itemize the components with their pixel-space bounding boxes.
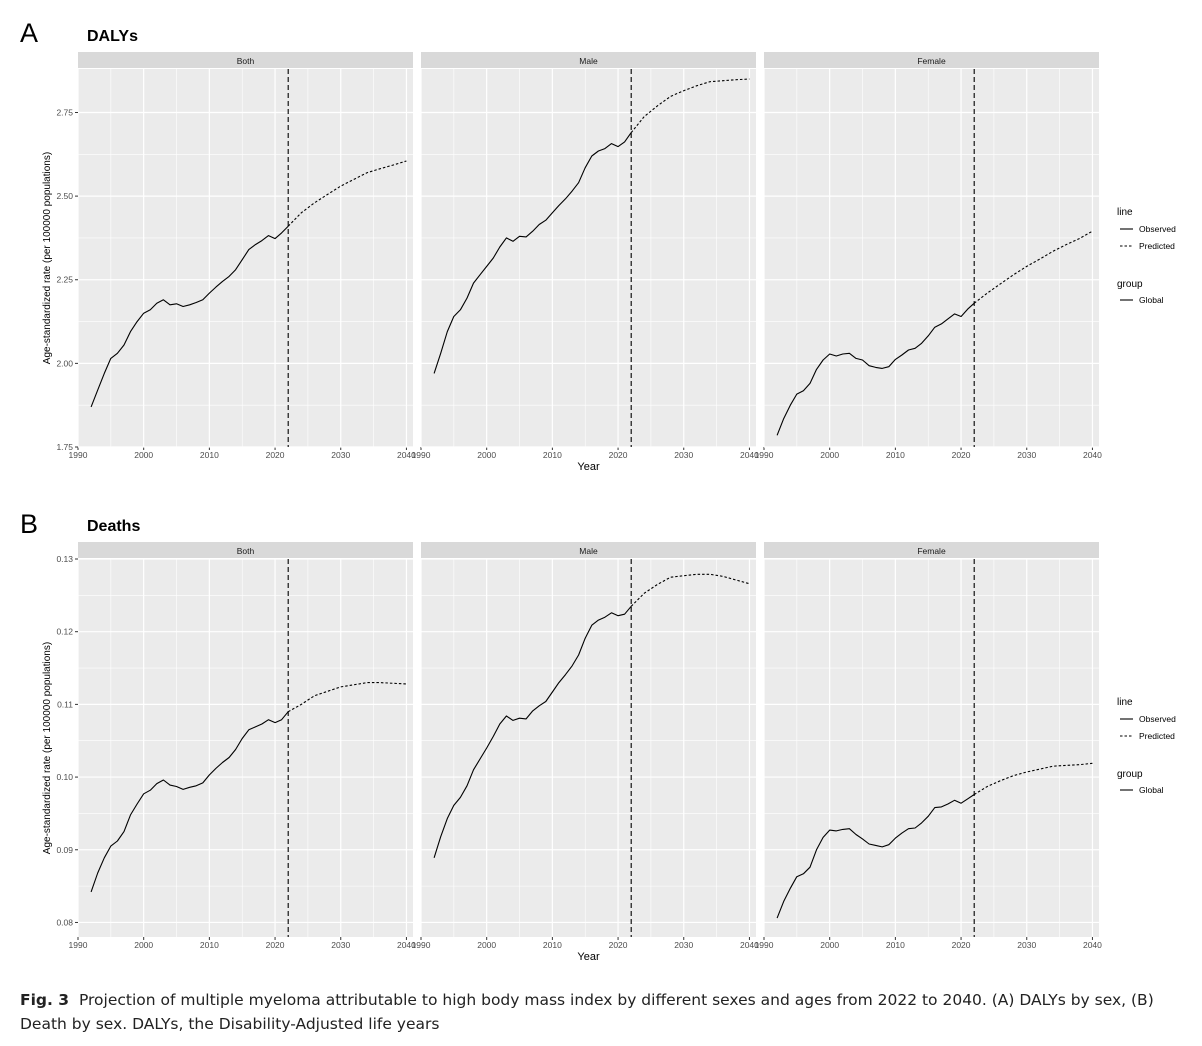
facet-strip-female — [764, 52, 1099, 68]
x-tick-label: 2040 — [397, 450, 416, 460]
x-tick-label: 1990 — [755, 940, 774, 950]
x-tick-label: 1990 — [69, 940, 88, 950]
x-tick-label: 2000 — [477, 450, 496, 460]
facet-label-both: Both — [237, 56, 255, 66]
legend-label-observed: Observed — [1139, 224, 1176, 234]
facet-strip-female — [764, 542, 1099, 558]
x-tick-label: 2030 — [331, 940, 350, 950]
panel-background-both — [78, 69, 413, 447]
panel-title: DALYs — [87, 28, 138, 45]
panel-background-both — [78, 559, 413, 937]
panel-letter: B — [20, 509, 38, 539]
x-tick-label: 2000 — [820, 940, 839, 950]
predicted-line-female — [973, 762, 1093, 795]
observed-line-female — [776, 302, 975, 436]
y-tick-label: 2.75 — [56, 107, 73, 117]
y-tick-label: 0.11 — [57, 699, 73, 709]
x-axis-title: Year — [577, 461, 600, 473]
facet-label-both: Both — [237, 546, 255, 556]
x-tick-label: 2010 — [200, 450, 219, 460]
x-tick-label: 2020 — [266, 450, 285, 460]
x-tick-label: 2010 — [886, 450, 905, 460]
legend-label-observed: Observed — [1139, 714, 1176, 724]
legend-label-global: Global — [1139, 785, 1164, 795]
observed-line-male — [433, 605, 632, 858]
facet-strip-male — [421, 542, 756, 558]
y-tick-label: 0.12 — [56, 627, 73, 637]
x-tick-label: 2040 — [740, 940, 759, 950]
y-axis-title: Age-standardized rate (per 100000 popula… — [42, 152, 53, 364]
legend-title-line: line — [1117, 697, 1133, 708]
panel-title: Deaths — [87, 518, 140, 535]
panel-background-female — [764, 559, 1099, 937]
y-tick-label: 2.25 — [56, 275, 73, 285]
x-tick-label: 2040 — [1083, 450, 1102, 460]
predicted-line-female — [973, 230, 1093, 304]
x-tick-label: 2030 — [674, 940, 693, 950]
observed-line-female — [776, 794, 975, 919]
x-tick-label: 2020 — [952, 940, 971, 950]
predicted-line-male — [630, 573, 750, 607]
x-tick-label: 2010 — [543, 450, 562, 460]
x-tick-label: 2020 — [266, 940, 285, 950]
caption-text: Projection of multiple myeloma attributa… — [20, 991, 1154, 1033]
panel-background-female — [764, 69, 1099, 447]
x-tick-label: 2000 — [820, 450, 839, 460]
x-tick-label: 2020 — [609, 940, 628, 950]
x-tick-label: 2040 — [1083, 940, 1102, 950]
predicted-line-both — [287, 160, 407, 227]
x-tick-label: 2020 — [609, 450, 628, 460]
panel-background-male — [421, 69, 756, 447]
x-tick-label: 2020 — [952, 450, 971, 460]
predicted-line-male — [630, 78, 750, 133]
figure: A DALYs Both 1990 2000 2010 2020 2030 2040 Male 19… — [20, 18, 1176, 963]
x-tick-label: 2030 — [1017, 450, 1036, 460]
x-tick-label: 2010 — [543, 940, 562, 950]
y-axis-title: Age-standardized rate (per 100000 popula… — [42, 642, 53, 854]
x-tick-label: 2030 — [674, 450, 693, 460]
x-tick-label: 2000 — [134, 450, 153, 460]
x-tick-label: 2030 — [1017, 940, 1036, 950]
legend-label-predicted: Predicted — [1139, 731, 1175, 741]
facet-strip-both — [78, 52, 413, 68]
panel-background-male — [421, 559, 756, 937]
observed-line-male — [433, 132, 632, 374]
facet-label-female: Female — [917, 546, 946, 556]
x-tick-label: 2030 — [331, 450, 350, 460]
y-tick-label: 2.00 — [56, 358, 73, 368]
legend-title-group: group — [1117, 279, 1143, 290]
x-tick-label: 1990 — [755, 450, 774, 460]
facet-label-male: Male — [579, 56, 598, 66]
facet-label-female: Female — [917, 56, 946, 66]
y-tick-label: 0.10 — [56, 772, 73, 782]
y-tick-label: 0.09 — [56, 845, 73, 855]
observed-line-both — [90, 225, 289, 408]
x-tick-label: 1990 — [412, 940, 431, 950]
predicted-line-both — [287, 682, 407, 713]
caption-label: Fig. 3 — [20, 991, 70, 1009]
x-tick-label: 2040 — [397, 940, 416, 950]
legend-title-line: line — [1117, 207, 1133, 218]
x-tick-label: 2000 — [477, 940, 496, 950]
x-tick-label: 2010 — [200, 940, 219, 950]
y-tick-label: 0.08 — [56, 917, 73, 927]
legend-title-group: group — [1117, 769, 1143, 780]
y-tick-label: 1.75 — [56, 442, 73, 452]
y-tick-label: 0.13 — [56, 554, 73, 564]
y-tick-label: 2.50 — [56, 191, 73, 201]
x-tick-label: 1990 — [412, 450, 431, 460]
facet-strip-both — [78, 542, 413, 558]
x-tick-label: 1990 — [69, 450, 88, 460]
facet-label-male: Male — [579, 546, 598, 556]
legend-label-predicted: Predicted — [1139, 241, 1175, 251]
x-tick-label: 2000 — [134, 940, 153, 950]
observed-line-both — [90, 711, 289, 893]
x-tick-label: 2040 — [740, 450, 759, 460]
panel-letter: A — [20, 18, 38, 48]
legend-label-global: Global — [1139, 295, 1164, 305]
x-axis-title: Year — [577, 951, 600, 963]
facet-strip-male — [421, 52, 756, 68]
figure-caption: Fig. 3 Projection of multiple myeloma at… — [20, 988, 1185, 1036]
x-tick-label: 2010 — [886, 940, 905, 950]
